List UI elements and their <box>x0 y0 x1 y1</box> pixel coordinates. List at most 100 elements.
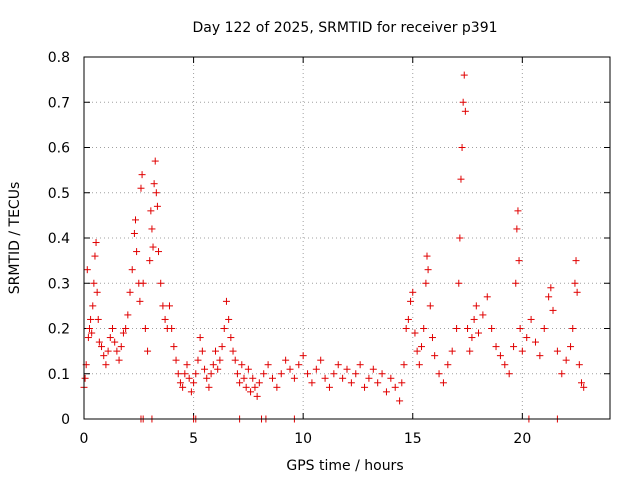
data-point <box>205 383 213 391</box>
data-point <box>569 325 577 332</box>
data-point <box>198 347 206 355</box>
data-point <box>553 347 561 355</box>
data-point <box>391 383 399 391</box>
data-point <box>150 180 158 188</box>
data-point <box>222 297 230 305</box>
y-tick-label: 0.8 <box>48 50 70 66</box>
data-point <box>209 361 217 369</box>
data-point <box>174 370 182 378</box>
data-point <box>249 374 257 382</box>
data-point <box>95 338 103 346</box>
data-point <box>214 365 222 373</box>
data-point <box>562 356 570 364</box>
data-point <box>201 365 209 373</box>
data-point <box>81 374 89 382</box>
data-point <box>216 356 224 364</box>
data-point <box>308 379 316 387</box>
data-point <box>400 361 408 369</box>
data-point <box>106 334 114 342</box>
data-point <box>343 365 351 373</box>
data-point <box>572 257 580 265</box>
data-point <box>369 365 377 373</box>
data-point <box>540 325 548 332</box>
y-tick-label: 0.2 <box>48 322 70 338</box>
data-point <box>128 266 136 274</box>
data-point <box>102 361 110 369</box>
data-point <box>423 252 431 260</box>
data-point <box>104 347 112 355</box>
y-tick-label: 0.4 <box>48 231 70 247</box>
y-tick-label: 0.5 <box>48 186 70 202</box>
y-tick-label: 0.3 <box>48 276 70 292</box>
data-point <box>439 379 447 387</box>
data-point <box>124 311 132 319</box>
data-point <box>457 175 465 183</box>
data-point <box>422 279 430 287</box>
data-point <box>483 293 491 301</box>
data-point <box>207 370 215 378</box>
data-point <box>460 71 468 79</box>
data-point <box>505 370 513 378</box>
data-point <box>149 243 157 251</box>
x-tick-label: 10 <box>294 431 312 447</box>
data-point <box>536 352 544 360</box>
data-point <box>479 311 487 319</box>
data-point <box>168 325 176 332</box>
data-point <box>132 216 140 224</box>
data-point <box>148 225 156 233</box>
data-point <box>426 302 434 310</box>
data-point <box>85 325 93 332</box>
data-point <box>448 347 456 355</box>
data-point <box>194 356 202 364</box>
data-point <box>203 374 211 382</box>
data-point <box>130 229 138 237</box>
data-point <box>374 379 382 387</box>
data-point <box>428 334 436 342</box>
data-point <box>138 171 146 179</box>
data-point <box>513 225 521 233</box>
data-point <box>435 370 443 378</box>
data-point <box>247 388 255 396</box>
data-point <box>545 293 553 301</box>
data-point <box>339 374 347 382</box>
data-points <box>80 71 588 423</box>
data-point <box>409 288 417 296</box>
data-point <box>192 370 200 378</box>
data-point <box>236 379 244 387</box>
data-point <box>312 365 320 373</box>
y-tick-label: 0.7 <box>48 95 70 111</box>
data-point <box>153 202 161 210</box>
data-point <box>220 325 228 332</box>
data-point <box>229 347 237 355</box>
data-point <box>218 343 226 351</box>
data-point <box>415 361 423 369</box>
data-point <box>398 379 406 387</box>
plot-frame <box>83 56 611 420</box>
data-point <box>117 343 125 351</box>
data-point <box>516 325 524 332</box>
data-point <box>172 356 180 364</box>
data-point <box>413 347 421 355</box>
data-point <box>518 347 526 355</box>
data-point <box>527 315 535 323</box>
data-point <box>510 343 518 351</box>
y-tick-label: 0.1 <box>48 367 70 383</box>
data-point <box>458 144 466 151</box>
data-point <box>238 361 246 369</box>
data-point <box>317 356 325 364</box>
data-point <box>411 329 419 337</box>
data-point <box>418 343 426 351</box>
data-point <box>571 279 579 287</box>
data-point <box>88 329 96 337</box>
data-point <box>361 383 369 391</box>
data-point <box>455 279 463 287</box>
data-point <box>515 257 523 265</box>
data-point <box>111 338 119 346</box>
data-point <box>137 184 145 192</box>
data-point <box>472 302 480 310</box>
data-point <box>299 352 307 360</box>
data-point <box>185 374 193 382</box>
data-point <box>282 356 290 364</box>
y-tick-label: 0.6 <box>48 141 70 157</box>
data-point <box>159 302 167 310</box>
